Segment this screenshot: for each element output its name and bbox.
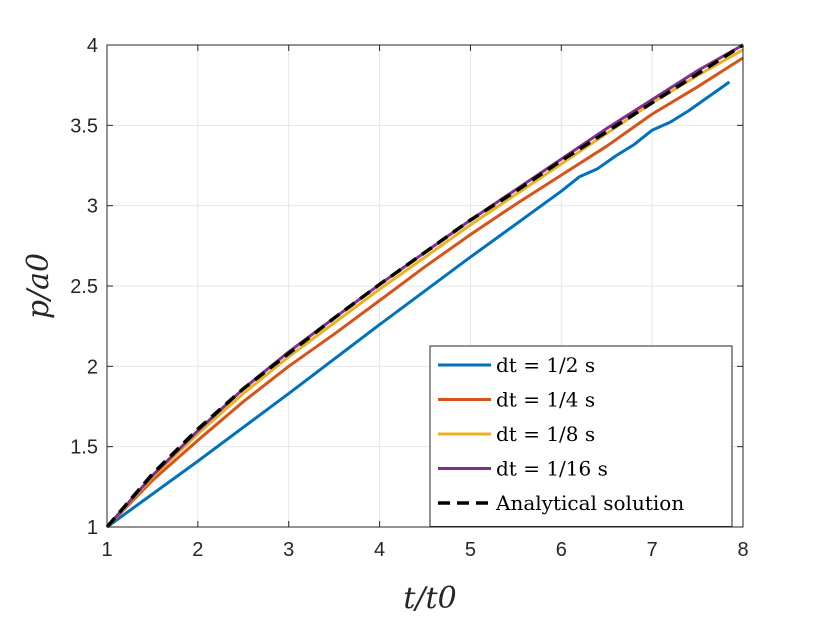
y-tick-label: 4 — [87, 35, 98, 57]
legend-label-3: dt = 1/8 s — [496, 422, 595, 446]
x-tick-label: 4 — [374, 539, 385, 561]
series-layer — [105, 43, 744, 529]
x-tick-label: 5 — [465, 539, 476, 561]
x-tick-label: 6 — [556, 539, 567, 561]
x-tick-label: 7 — [647, 539, 658, 561]
axis-labels: t/t0 p/a0 — [21, 253, 457, 616]
series-line-1 — [106, 80, 731, 529]
x-axis-label: t/t0 — [403, 581, 456, 616]
y-tick-label: 1.5 — [70, 437, 98, 459]
y-tick-label: 3.5 — [70, 115, 98, 137]
legend-label-5: Analytical solution — [495, 491, 684, 515]
x-tick-label: 1 — [101, 539, 112, 561]
legend-box — [429, 345, 733, 527]
y-tick-label: 1 — [87, 517, 98, 539]
legend-label-4: dt = 1/16 s — [496, 457, 608, 481]
series-line-5 — [105, 43, 744, 529]
x-tick-label: 8 — [737, 539, 748, 561]
y-tick-label: 3 — [87, 196, 98, 218]
legend: dt = 1/2 s dt = 1/4 s dt = 1/8 s dt = 1/16 … — [429, 345, 733, 527]
ticks: 1 2 3 4 5 6 7 8 1 1.5 2 2.5 3 3.5 4 — [70, 35, 748, 561]
x-tick-label: 2 — [192, 539, 203, 561]
legend-label-1: dt = 1/2 s — [496, 353, 595, 377]
y-tick-label: 2.5 — [70, 276, 98, 298]
y-axis-label: p/a0 — [21, 253, 56, 319]
legend-label-2: dt = 1/4 s — [496, 388, 595, 412]
y-tick-label: 2 — [87, 356, 98, 378]
series-line-2 — [105, 56, 744, 529]
x-tick-label: 3 — [283, 539, 294, 561]
